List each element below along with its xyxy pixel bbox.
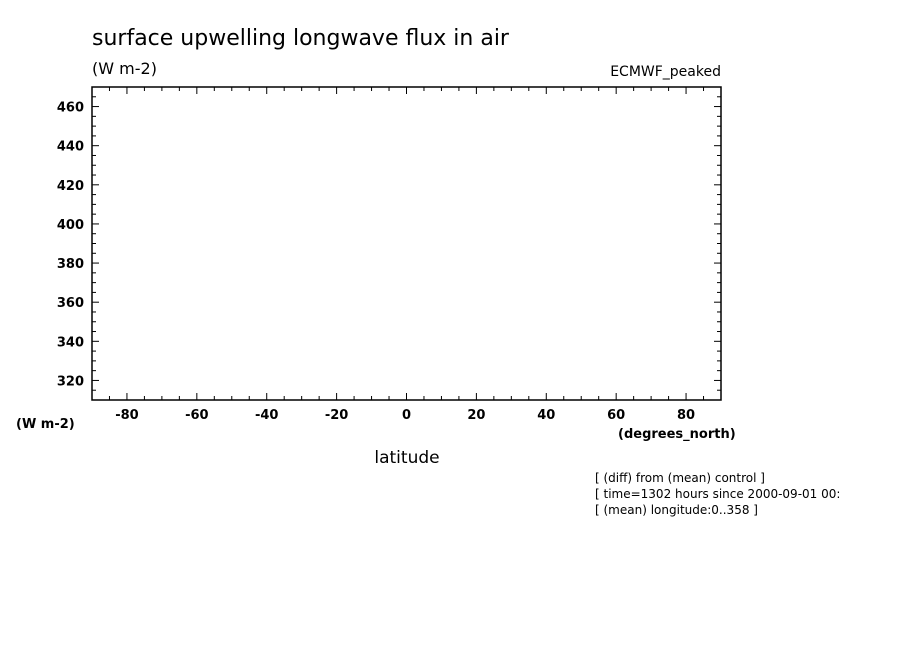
- x-tick-label: 60: [607, 408, 625, 423]
- note-line: [ time=1302 hours since 2000-09-01 00:: [595, 487, 840, 501]
- y-tick-label: 360: [57, 296, 84, 311]
- plot-frame: [91, 86, 722, 401]
- y-tick-label: 460: [57, 101, 84, 116]
- x-units-label: (degrees_north): [618, 427, 736, 442]
- y-tick-label: 420: [57, 179, 84, 194]
- y-tick-label: 380: [57, 257, 84, 272]
- x-tick-label: -60: [185, 408, 209, 423]
- note-line: [ (mean) longitude:0..358 ]: [595, 503, 758, 517]
- x-tick-label: -80: [115, 408, 139, 423]
- chart-title: surface upwelling longwave flux in air: [92, 26, 510, 51]
- x-axis-title: latitude: [374, 448, 439, 468]
- y-tick-label: 440: [57, 140, 84, 155]
- model-label: ECMWF_peaked: [610, 64, 721, 80]
- x-tick-label: 0: [402, 408, 411, 423]
- y-tick-label: 320: [57, 374, 84, 389]
- x-tick-label: 40: [537, 408, 555, 423]
- x-axis: -80 -60 -40 -20 0 20 40 60 80: [91, 87, 722, 423]
- chart-subtitle: (W m-2): [92, 59, 157, 78]
- y-units-label: (W m-2): [16, 417, 75, 432]
- y-tick-label: 340: [57, 335, 84, 350]
- y-axis: 320 340 360 380 400 420 440 460: [57, 86, 721, 401]
- y-tick-label: 400: [57, 218, 84, 233]
- note-line: [ (diff) from (mean) control ]: [595, 471, 765, 485]
- x-tick-label: 20: [467, 408, 485, 423]
- x-tick-label: -20: [325, 408, 349, 423]
- x-tick-label: -40: [255, 408, 279, 423]
- x-tick-label: 80: [677, 408, 695, 423]
